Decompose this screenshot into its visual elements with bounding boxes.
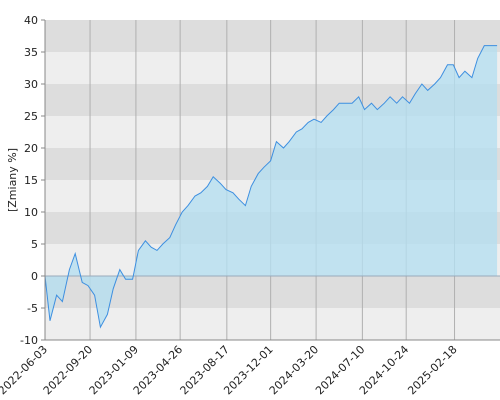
y-tick-label: 0 xyxy=(31,270,38,283)
grid-band xyxy=(45,20,500,52)
y-tick-label: -5 xyxy=(27,302,38,315)
y-axis-label: [Zmiany %] xyxy=(6,148,19,212)
y-tick-label: 25 xyxy=(24,110,38,123)
x-tick-label: 2025-02-18 xyxy=(405,343,459,397)
grid-band xyxy=(45,276,500,308)
y-tick-label: 15 xyxy=(24,174,38,187)
y-tick-label: 30 xyxy=(24,78,38,91)
y-tick-label: 35 xyxy=(24,46,38,59)
y-tick-label: 40 xyxy=(24,14,38,27)
line xyxy=(44,45,498,329)
grid-band xyxy=(45,52,500,84)
grid-band xyxy=(45,308,500,340)
area xyxy=(45,45,498,328)
y-tick-label: 5 xyxy=(31,238,38,251)
y-tick-label: -10 xyxy=(20,334,38,347)
y-tick-label: 10 xyxy=(24,206,38,219)
y-tick-label: 20 xyxy=(24,142,38,155)
